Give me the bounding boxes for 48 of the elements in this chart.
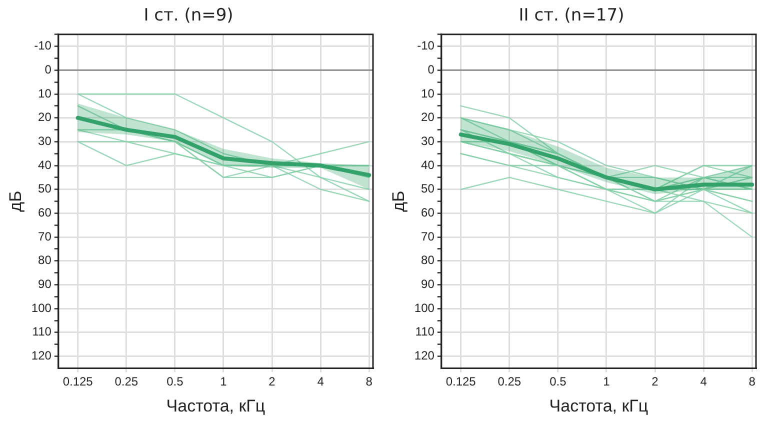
x-tick-label: 1	[220, 374, 228, 389]
y-tick-label: 20	[38, 110, 52, 124]
x-tick-label: 0.5	[166, 374, 184, 389]
x-tick-label: 2	[652, 374, 659, 389]
chart-title: II ст. (n=17)	[518, 6, 624, 26]
x-tick-label: 0.25	[498, 374, 522, 389]
y-tick-label: 110	[415, 324, 435, 339]
y-tick-label: 90	[421, 277, 435, 292]
y-tick-label: -10	[417, 38, 435, 53]
y-tick-label: 110	[32, 324, 52, 339]
y-tick-label: 50	[421, 182, 435, 196]
y-tick-label: 30	[421, 134, 435, 148]
y-tick-label: 10	[421, 86, 435, 100]
x-tick-label: 0.25	[114, 374, 138, 389]
y-tick-label: 120	[414, 348, 435, 363]
x-tick-label: 0.125	[446, 374, 476, 389]
x-tick-label: 0.125	[62, 374, 94, 389]
x-tick-label: 8	[748, 374, 756, 389]
y-tick-label: 70	[38, 229, 52, 244]
y-tick-label: 30	[38, 134, 52, 148]
x-axis-title: Частота, кГц	[166, 396, 266, 416]
x-tick-label: 0.5	[550, 374, 567, 389]
y-tick-label: 120	[31, 348, 52, 363]
y-axis-title: дБ	[388, 190, 408, 212]
y-tick-label: 60	[421, 206, 435, 220]
chart-title: I ст. (n=9)	[144, 6, 234, 26]
y-tick-label: -10	[34, 38, 52, 53]
x-tick-label: 4	[700, 374, 708, 389]
y-tick-label: 0	[44, 62, 52, 76]
x-tick-label: 1	[603, 374, 610, 389]
y-tick-label: 0	[428, 62, 435, 76]
y-tick-label: 40	[38, 158, 52, 172]
y-tick-label: 20	[421, 110, 435, 124]
x-tick-label: 2	[268, 374, 276, 389]
y-tick-label: 70	[421, 229, 435, 244]
y-tick-label: 90	[38, 277, 52, 292]
y-tick-label: 10	[38, 86, 52, 100]
y-tick-label: 40	[421, 158, 435, 172]
x-tick-label: 4	[317, 374, 324, 389]
y-tick-label: 50	[38, 182, 52, 196]
y-tick-label: 80	[421, 253, 435, 268]
y-axis-title: дБ	[6, 190, 25, 212]
y-tick-label: 80	[38, 253, 52, 268]
y-tick-label: 60	[38, 206, 52, 220]
x-axis-title: Частота, кГц	[549, 396, 648, 416]
y-tick-label: 100	[31, 300, 52, 315]
x-tick-label: 8	[366, 374, 373, 389]
y-tick-label: 100	[414, 300, 435, 315]
